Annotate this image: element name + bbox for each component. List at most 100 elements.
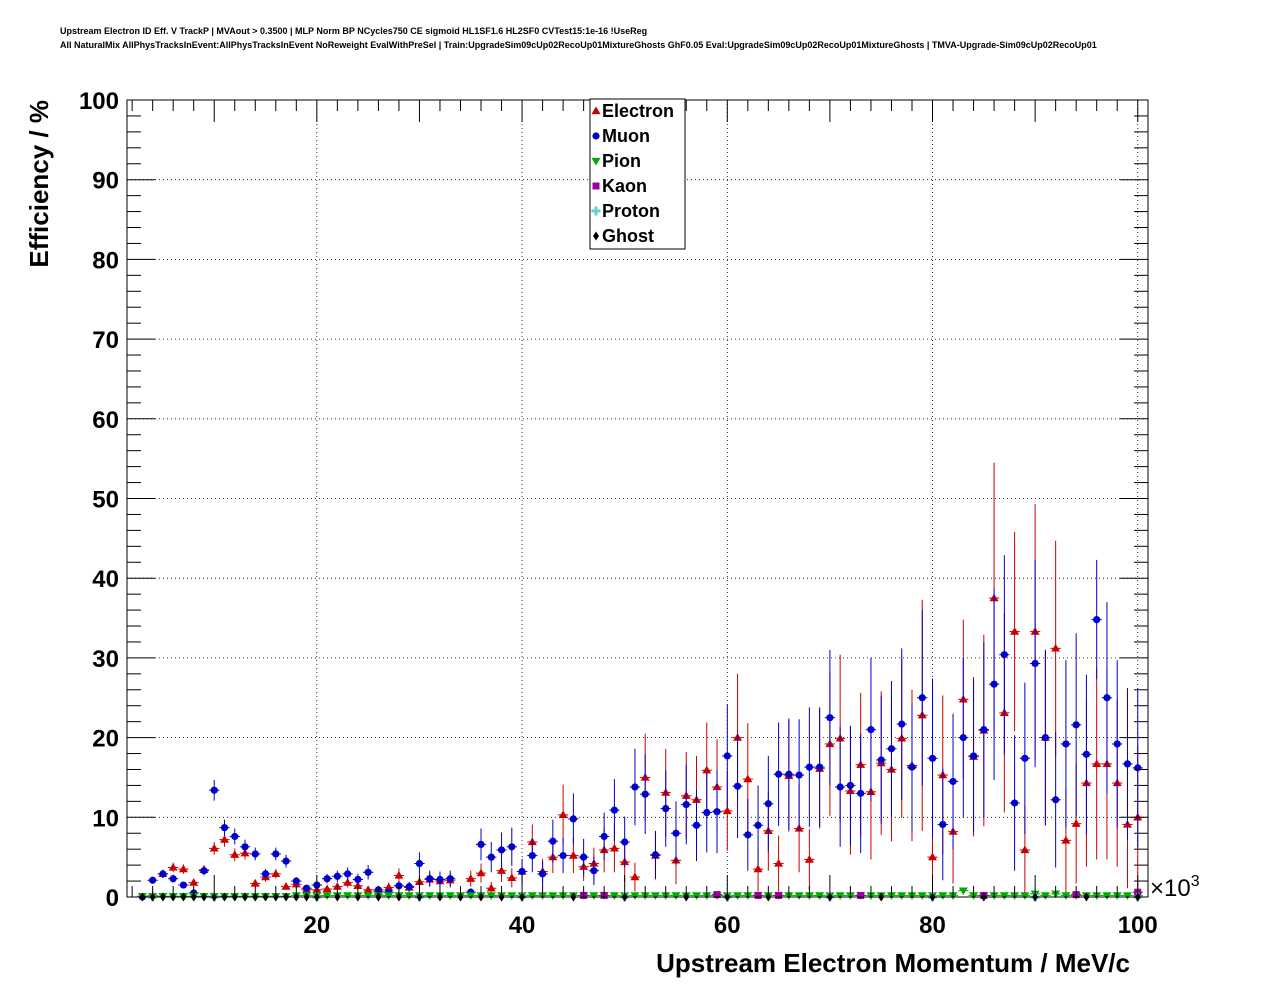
data-point <box>332 882 342 890</box>
data-point <box>835 892 845 900</box>
data-point <box>1071 819 1081 827</box>
data-point <box>609 892 619 900</box>
data-point <box>651 851 660 859</box>
data-point <box>558 810 568 819</box>
data-point <box>559 851 567 860</box>
data-point <box>282 857 290 865</box>
data-point <box>1020 892 1030 900</box>
data-point <box>733 782 742 790</box>
data-point <box>898 720 906 728</box>
x-tick-label: 20 <box>303 912 330 939</box>
x-tick-label: 100 <box>1118 912 1158 939</box>
legend-entry: Kaon <box>602 176 647 196</box>
data-point <box>507 873 517 882</box>
data-point <box>251 850 259 858</box>
data-point <box>1010 627 1020 635</box>
x-axis-title: Upstream Electron Momentum / MeV/c <box>656 948 1130 978</box>
data-point <box>621 838 629 846</box>
data-point <box>692 821 701 829</box>
data-point <box>1093 616 1101 624</box>
data-point <box>292 877 300 885</box>
data-point <box>333 872 341 880</box>
data-point <box>928 754 937 762</box>
tick-labels: 20 40 60 80 100 0 10 20 30 40 50 60 70 80 90 100 <box>79 88 1158 939</box>
legend-marker <box>591 157 601 166</box>
data-point <box>1040 892 1050 900</box>
data-point <box>702 765 712 774</box>
x-tick-label: 60 <box>714 912 741 939</box>
chart-title-line-1: Upstream Electron ID Eff. V TrackP | MVA… <box>60 26 648 36</box>
data-point <box>590 867 598 875</box>
data-point <box>846 781 855 790</box>
data-point <box>322 892 332 900</box>
x-tick-label: 80 <box>919 912 946 939</box>
data-point <box>743 774 753 783</box>
x-multiplier-base: ×10 <box>1150 875 1191 902</box>
data-point <box>395 882 403 890</box>
legend-marker <box>591 106 601 115</box>
data-point <box>672 829 680 837</box>
data-point <box>322 884 332 893</box>
data-point <box>785 770 793 778</box>
data-points <box>137 462 1143 902</box>
data-point <box>363 892 373 900</box>
data-point <box>549 837 557 845</box>
data-point <box>1031 659 1039 668</box>
data-point <box>938 892 948 900</box>
data-point <box>764 800 772 808</box>
legend-marker <box>591 206 601 216</box>
legend-marker <box>592 132 600 140</box>
data-point <box>1082 750 1091 758</box>
data-point <box>569 815 577 823</box>
data-point <box>354 875 362 884</box>
data-point <box>272 850 280 858</box>
data-point <box>384 892 394 900</box>
data-point <box>219 835 229 843</box>
legend-entry: Proton <box>602 201 660 221</box>
data-point <box>630 872 640 881</box>
data-point <box>908 763 916 771</box>
data-point <box>754 821 762 829</box>
data-point <box>466 874 476 882</box>
data-point <box>723 752 731 760</box>
data-point <box>1092 759 1102 768</box>
data-point <box>703 808 711 817</box>
data-point <box>692 892 702 900</box>
data-point <box>230 850 240 858</box>
data-point <box>353 881 363 889</box>
data-point <box>210 786 218 794</box>
data-point <box>302 884 311 892</box>
data-point <box>867 726 875 734</box>
legend: Electron Muon Pion Kaon Proton Ghost <box>589 98 686 250</box>
data-point <box>189 878 199 886</box>
data-point <box>200 867 208 875</box>
data-point <box>548 892 558 900</box>
data-point <box>1072 721 1080 729</box>
y-axis-title: Efficiency / % <box>24 100 54 268</box>
y-tick-label: 0 <box>106 885 119 912</box>
y-tick-label: 40 <box>92 566 119 593</box>
data-point <box>497 866 507 874</box>
data-point <box>630 892 640 900</box>
data-point <box>969 752 978 760</box>
data-point <box>774 859 784 867</box>
legend-entry: Ghost <box>602 226 654 246</box>
data-point <box>836 783 844 791</box>
data-point <box>959 734 967 742</box>
data-point <box>527 892 537 900</box>
data-point <box>394 870 404 879</box>
data-point <box>1113 740 1121 748</box>
data-point <box>816 763 824 771</box>
data-point <box>477 840 485 848</box>
data-point <box>426 875 434 883</box>
data-point <box>241 843 249 851</box>
y-tick-label: 100 <box>79 88 119 115</box>
data-point <box>815 892 825 900</box>
y-tick-label: 50 <box>92 487 119 514</box>
data-point <box>662 804 670 813</box>
chart-title-line-2: All NaturalMix AllPhysTracksInEvent:AllP… <box>60 40 1097 50</box>
data-point <box>436 875 444 884</box>
data-point <box>917 892 927 900</box>
y-tick-label: 80 <box>92 247 119 274</box>
